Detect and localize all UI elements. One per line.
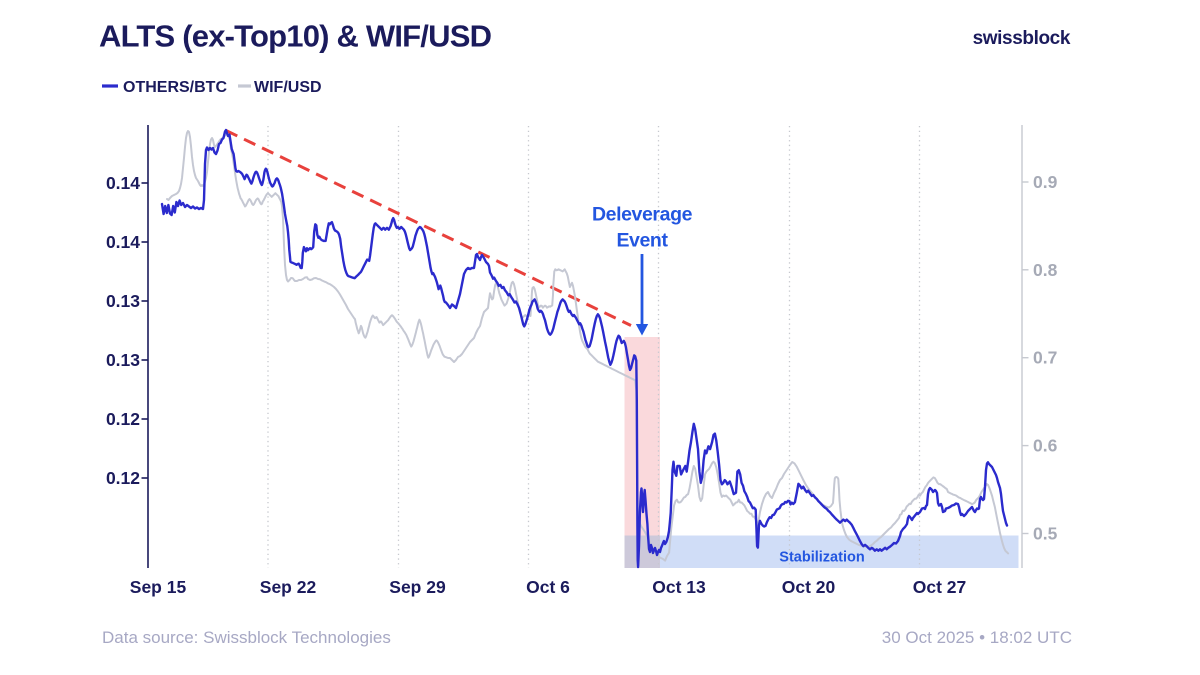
svg-text:ALTS (ex-Top10) & WIF/USD: ALTS (ex-Top10) & WIF/USD <box>99 19 492 54</box>
svg-text:Oct 13: Oct 13 <box>652 577 706 597</box>
svg-text:swissblock: swissblock <box>973 28 1071 49</box>
svg-text:Deleverage: Deleverage <box>592 204 693 226</box>
svg-text:0.13: 0.13 <box>106 291 140 311</box>
svg-text:0.9: 0.9 <box>1033 172 1058 192</box>
svg-text:0.12: 0.12 <box>106 468 140 488</box>
svg-text:OTHERS/BTC: OTHERS/BTC <box>123 79 227 96</box>
svg-text:0.5: 0.5 <box>1033 524 1058 544</box>
svg-text:Event: Event <box>616 230 668 252</box>
svg-text:WIF/USD: WIF/USD <box>254 79 322 96</box>
svg-text:0.14: 0.14 <box>106 173 140 193</box>
svg-text:0.6: 0.6 <box>1033 436 1058 456</box>
svg-text:0.7: 0.7 <box>1033 348 1057 368</box>
svg-text:0.8: 0.8 <box>1033 260 1058 280</box>
svg-text:Sep 22: Sep 22 <box>260 577 317 597</box>
svg-text:Data source: Swissblock Techno: Data source: Swissblock Technologies <box>102 628 391 647</box>
svg-text:0.12: 0.12 <box>106 409 140 429</box>
svg-text:Sep 15: Sep 15 <box>130 577 187 597</box>
svg-text:Oct 6: Oct 6 <box>526 577 570 597</box>
svg-text:0.13: 0.13 <box>106 350 140 370</box>
svg-text:0.14: 0.14 <box>106 232 140 252</box>
svg-text:Stabilization: Stabilization <box>779 550 864 566</box>
svg-text:Sep 29: Sep 29 <box>389 577 446 597</box>
svg-text:Oct 27: Oct 27 <box>913 577 967 597</box>
svg-text:30 Oct 2025 • 18:02 UTC: 30 Oct 2025 • 18:02 UTC <box>882 628 1072 647</box>
svg-text:Oct 20: Oct 20 <box>782 577 836 597</box>
